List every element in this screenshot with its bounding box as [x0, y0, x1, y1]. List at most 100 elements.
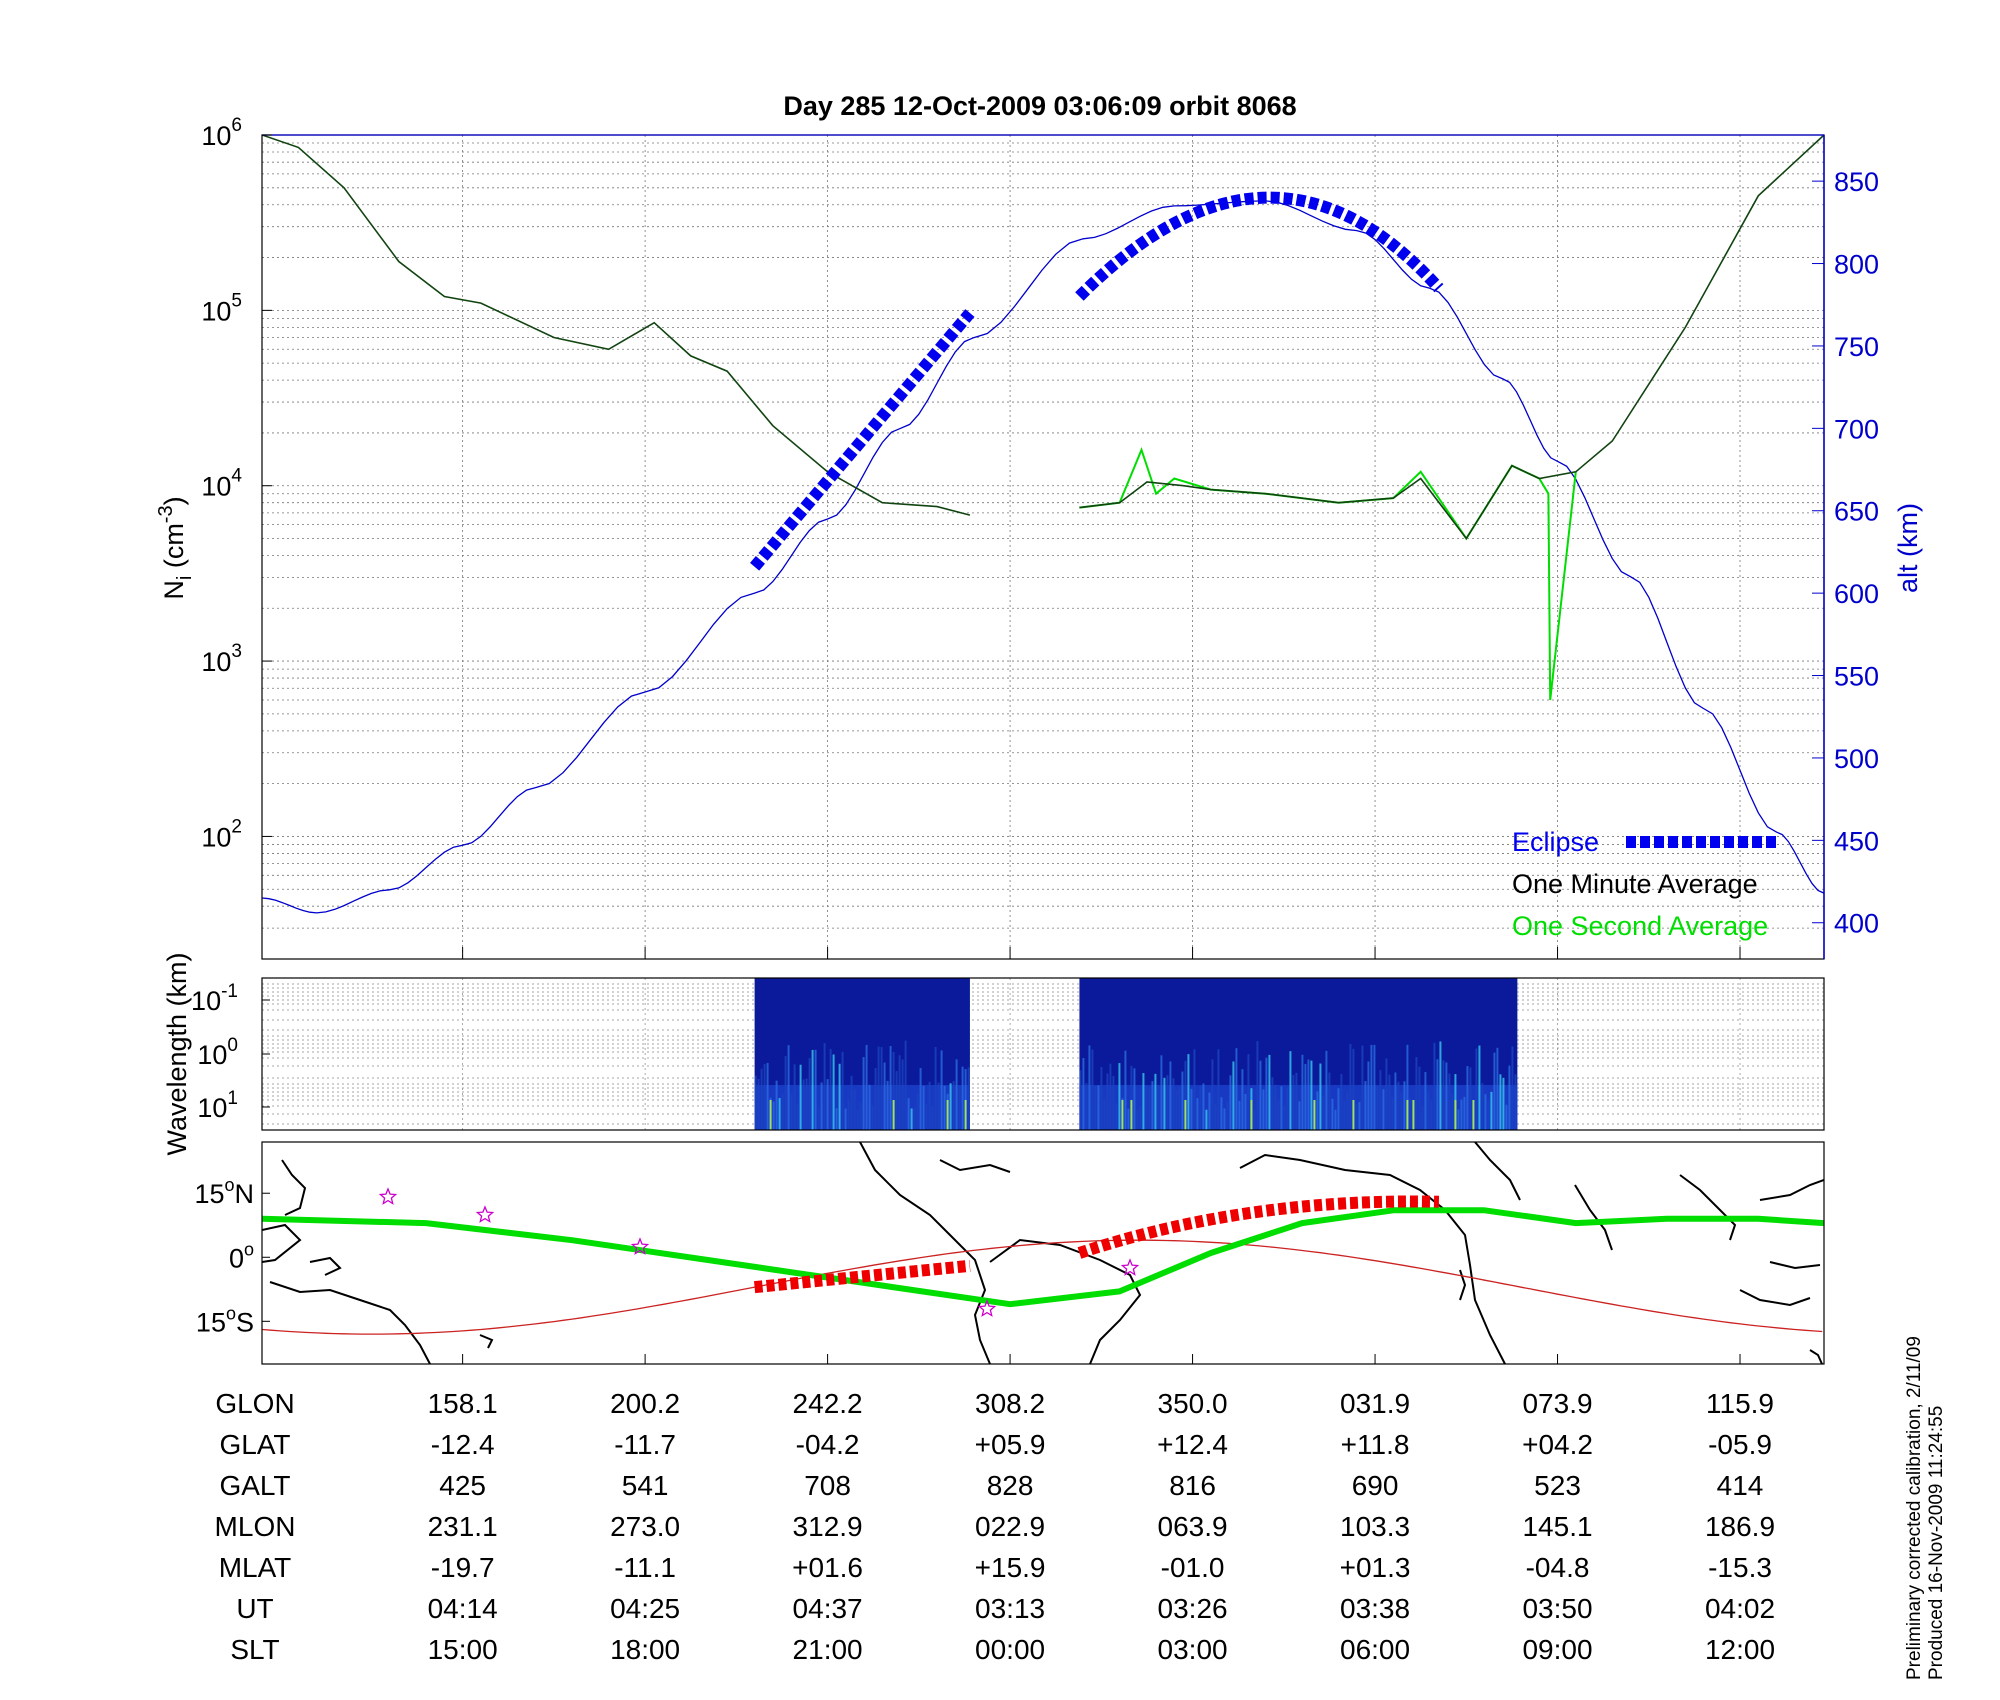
y2-tick-label: 600 [1834, 579, 1879, 609]
spectrogram-stripe [838, 1063, 841, 1130]
spectrogram-stripe [1115, 1103, 1118, 1130]
y-tick-label: 104 [201, 466, 242, 502]
spectrogram-stripe [952, 1081, 955, 1130]
map-grid [462, 1354, 1741, 1364]
spectrogram-stripe [763, 1063, 766, 1130]
spectrogram-stripe [1472, 1100, 1475, 1130]
table-cell: 063.9 [1158, 1511, 1228, 1542]
y-tick-label: 10-1 [191, 981, 238, 1016]
station-star [378, 1187, 398, 1205]
spectrogram-stripe [1313, 1100, 1316, 1130]
y-tick-value: 15 [194, 1179, 224, 1209]
spectrogram-stripe [1355, 1104, 1358, 1130]
table-cell: 231.1 [428, 1511, 498, 1542]
spectrogram-stripe [1475, 1048, 1478, 1130]
y-tick-exponent: 1 [227, 1088, 238, 1109]
spectrogram-stripe [868, 1084, 871, 1130]
y2-tick-label: 850 [1834, 167, 1879, 197]
spectrogram-stripe [1457, 1109, 1460, 1130]
y2-tick-label: 550 [1834, 662, 1879, 692]
table-cell: +01.6 [792, 1552, 863, 1583]
spectrogram-stripe [1508, 1065, 1511, 1130]
spectrogram-stripe [871, 1105, 874, 1130]
spectrogram-stripe [1442, 1060, 1445, 1130]
spectrogram-stripe [1217, 1049, 1220, 1130]
y-tick-base: 10 [201, 822, 231, 852]
spectrogram-stripe [934, 1046, 937, 1130]
coastline [262, 1223, 302, 1263]
spectrogram-stripe [1292, 1074, 1295, 1130]
spectrogram-stripe [910, 1108, 913, 1130]
spectrogram-stripe [886, 1080, 889, 1130]
spectrogram-stripe [964, 1069, 967, 1130]
spectrogram-stripe [1307, 1059, 1310, 1130]
spectrogram-stripe [835, 1108, 838, 1130]
spectrogram-stripe [1451, 1094, 1454, 1130]
spectrogram-stripe [1202, 1083, 1205, 1130]
spectrogram-stripe [1193, 1049, 1196, 1130]
spectrogram-stripe [1277, 1099, 1280, 1130]
spectrogram-stripe [907, 1098, 910, 1130]
row-label: GLON [215, 1388, 294, 1419]
spectrogram-stripe [1127, 1108, 1130, 1130]
map-coastlines [262, 1142, 1824, 1364]
spectrogram-stripe [847, 1099, 850, 1130]
spectrogram-stripe [925, 1104, 928, 1130]
spectrogram-stripe [1106, 1073, 1109, 1130]
y-tick-exponent: 2 [231, 816, 242, 837]
spectrogram-stripe [895, 1071, 898, 1130]
table-cell: 073.9 [1522, 1388, 1592, 1419]
table-cell: -04.8 [1526, 1552, 1590, 1583]
spectrogram-stripe [1460, 1099, 1463, 1130]
spectrogram-stripe [862, 1057, 865, 1130]
coastline-americas [859, 1142, 991, 1364]
table-cell: 103.3 [1340, 1511, 1410, 1542]
table-cell: 158.1 [428, 1388, 498, 1419]
legend-one-minute-label: One Minute Average [1512, 869, 1758, 899]
legend: Eclipse One Minute Average One Second Av… [1512, 827, 1777, 941]
spectrogram-stripe [754, 1075, 757, 1130]
spectrogram-stripe [877, 1046, 880, 1130]
table-cell: 04:14 [428, 1593, 498, 1624]
spectrogram-stripe [1124, 1050, 1127, 1130]
spectrogram-stripe [1478, 1045, 1481, 1130]
spectrogram-stripe [1364, 1081, 1367, 1130]
y-tick-unit: S [236, 1307, 254, 1337]
spectrogram-stripe [1175, 1090, 1178, 1130]
coastline [479, 1334, 494, 1349]
y-tick-label: 106 [201, 115, 242, 151]
row-label: UT [236, 1593, 273, 1624]
spectrogram-y-label: Wavelength (km) [162, 952, 192, 1155]
y-tick-value: 15 [196, 1307, 226, 1337]
spectrogram-stripe [772, 1101, 775, 1130]
table-cell: 115.9 [1706, 1388, 1774, 1419]
spectrogram-stripe [1190, 1088, 1193, 1130]
table-cell: 00:00 [975, 1634, 1045, 1665]
coastline-south-america [989, 1238, 1142, 1364]
spectrogram-stripe [769, 1100, 772, 1130]
spectrogram-stripe [1121, 1100, 1124, 1130]
spectrogram-stripe [1271, 1077, 1274, 1130]
table-cell: 828 [987, 1470, 1034, 1501]
y2-tick-label: 650 [1834, 497, 1879, 527]
spectrogram-stripe [1340, 1073, 1343, 1130]
spectrogram-stripe [1091, 1049, 1094, 1130]
spectrogram-stripe [805, 1078, 808, 1130]
y-tick-exponent: 5 [231, 290, 242, 311]
spectrogram-stripe [1268, 1054, 1271, 1130]
map-tracks [262, 1195, 1824, 1335]
spectrogram-stripe [1301, 1054, 1304, 1130]
coastline-indonesia [1739, 1289, 1811, 1307]
spectrogram-stripe [865, 1044, 868, 1130]
spectrogram-stripe [1319, 1063, 1322, 1130]
spectrogram-stripe [760, 1068, 763, 1130]
y-tick-label: 103 [201, 641, 242, 677]
spectrogram-stripe [1511, 1046, 1514, 1130]
y2-tick-label: 450 [1834, 826, 1879, 856]
spectrogram-stripe [904, 1040, 907, 1130]
spectrogram-stripe [1238, 1100, 1241, 1130]
spectrogram-stripe [1130, 1100, 1133, 1130]
table-cell: 200.2 [610, 1388, 680, 1419]
